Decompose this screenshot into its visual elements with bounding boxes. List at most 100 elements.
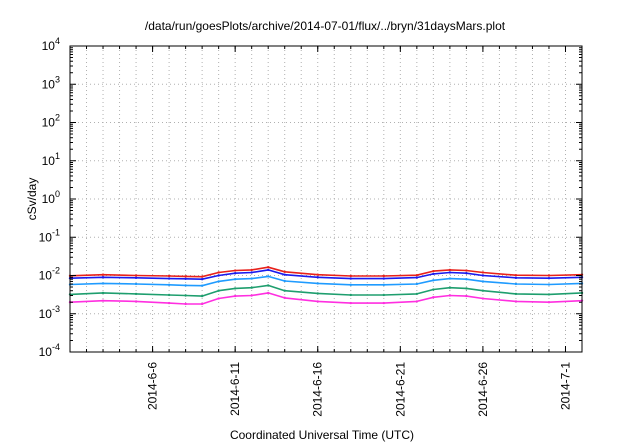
chart-title: /data/run/goesPlots/archive/2014-07-01/f…	[145, 19, 506, 33]
data-point	[283, 279, 286, 283]
data-point	[283, 289, 286, 292]
y-tick-label: 10-1	[39, 227, 60, 244]
x-axis-label: Coordinated Universal Time (UTC)	[230, 428, 414, 442]
data-point	[415, 276, 419, 279]
data-point	[448, 277, 452, 280]
data-point	[415, 300, 419, 303]
data-point	[547, 301, 551, 304]
y-tick-label: 100	[42, 189, 60, 206]
data-point	[167, 277, 171, 280]
data-point	[184, 275, 187, 278]
data-point	[167, 283, 171, 287]
data-point	[481, 297, 485, 300]
data-point	[250, 286, 253, 289]
data-point	[101, 299, 105, 302]
data-point	[514, 292, 518, 296]
data-point	[432, 296, 435, 299]
data-point	[217, 297, 220, 300]
data-point	[217, 271, 220, 274]
data-point	[233, 294, 237, 298]
data-point	[266, 284, 270, 287]
y-tick-label: 10-4	[39, 342, 60, 359]
data-point	[233, 271, 237, 275]
data-point	[250, 268, 253, 272]
data-point	[200, 302, 204, 306]
data-point	[382, 293, 386, 297]
data-point	[316, 276, 319, 279]
data-point	[134, 282, 138, 286]
data-point	[316, 300, 319, 303]
data-point	[250, 294, 253, 297]
series-line	[69, 292, 583, 305]
data-point	[547, 283, 551, 286]
data-point	[283, 270, 286, 273]
x-tick-label: 2014-6-21	[393, 362, 407, 417]
data-point	[266, 268, 270, 272]
data-point	[266, 291, 270, 295]
data-point	[134, 276, 138, 280]
data-point	[200, 278, 204, 281]
y-tick-label: 103	[42, 74, 60, 91]
data-point	[432, 272, 435, 276]
data-point	[217, 280, 220, 283]
data-point	[167, 301, 171, 305]
data-point	[233, 278, 237, 281]
y-axis-label: cSv/day	[25, 178, 39, 221]
data-point	[481, 271, 485, 274]
data-point	[184, 277, 187, 280]
x-axis: 2014-6-6 2014-6-11 2014-6-16 2014-6-21 2014-…	[86, 46, 572, 417]
gridlines	[70, 46, 582, 352]
data-point	[382, 283, 386, 287]
data-point	[465, 271, 468, 275]
data-point	[448, 286, 452, 289]
data-point	[101, 291, 105, 295]
data-point	[448, 271, 452, 274]
y-tick-label: 10-2	[39, 266, 60, 283]
data-point	[250, 277, 253, 280]
data-point	[465, 269, 468, 272]
data-point	[514, 300, 518, 303]
data-point	[167, 293, 171, 297]
data-point	[233, 287, 237, 290]
x-tick-label: 2014-6-16	[311, 362, 325, 417]
data-point	[283, 296, 286, 300]
data-point	[101, 276, 105, 279]
data-point	[349, 293, 352, 297]
data-point	[514, 273, 518, 277]
data-point	[134, 300, 138, 303]
data-point	[316, 273, 319, 276]
y-tick-label: 101	[42, 151, 60, 168]
y-tick-label: 104	[42, 36, 60, 53]
data-point	[349, 301, 352, 305]
data-point	[283, 273, 286, 276]
data-point	[250, 271, 253, 274]
data-point	[184, 294, 187, 297]
x-tick-label: 2014-7-1	[558, 362, 572, 410]
data-point	[448, 268, 452, 272]
data-point	[233, 269, 237, 272]
data-point	[349, 283, 352, 287]
data-point	[514, 276, 518, 280]
data-point	[415, 282, 419, 286]
data-point	[432, 279, 435, 282]
data-point	[266, 265, 270, 269]
data-point	[266, 275, 270, 278]
y-tick-label: 102	[42, 113, 60, 130]
data-point	[217, 274, 220, 277]
data-point	[200, 275, 204, 278]
data-point	[415, 273, 419, 277]
data-point	[184, 284, 187, 287]
x-tick-label: 2014-6-26	[476, 362, 490, 417]
data-point	[547, 274, 551, 277]
data-point	[432, 288, 435, 291]
data-point	[349, 277, 352, 280]
data-point	[465, 294, 468, 298]
series-line	[69, 275, 583, 287]
data-point	[448, 294, 452, 297]
data-point	[465, 278, 468, 281]
x-tick-label: 2014-6-6	[146, 362, 160, 410]
series-line	[69, 266, 583, 278]
data-point	[167, 274, 171, 278]
data-point	[547, 293, 551, 296]
